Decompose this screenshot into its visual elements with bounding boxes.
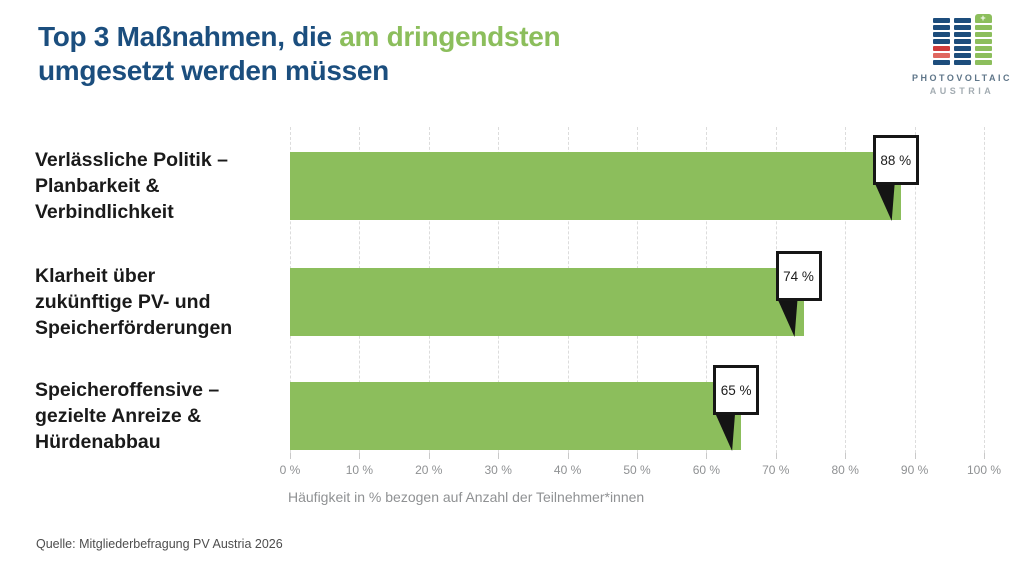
- category-label-line: Verbindlichkeit: [35, 201, 174, 223]
- logo-column-3: +: [974, 14, 992, 65]
- logo-stripe: [932, 39, 950, 44]
- gridline-80: [845, 127, 847, 453]
- logo-stripe: [974, 39, 992, 44]
- logo-stripe: [932, 60, 950, 65]
- tick-label-30: 30 %: [484, 463, 512, 477]
- tick-label-0: 0 %: [279, 463, 301, 477]
- logo-stripe: [974, 25, 992, 30]
- bar-3: [290, 382, 742, 450]
- bar-1: [290, 152, 901, 220]
- logo-stripe: [932, 25, 950, 30]
- category-label-1: Verlässliche Politik – Planbarkeit & Verbi…: [35, 147, 287, 225]
- title-highlight: am dringendsten: [339, 21, 561, 52]
- gridline-90: [914, 127, 916, 453]
- page-title: Top 3 Maßnahmen, die am dringendsten umge…: [38, 20, 758, 88]
- tick-label-10: 10 %: [345, 463, 374, 477]
- tick-mark-20: [428, 453, 430, 459]
- logo-column-1: [932, 18, 950, 65]
- logo-wordmark-photovoltaic: PHOTOVOLTAIC: [912, 73, 1013, 83]
- logo-stripe: [974, 32, 992, 37]
- tick-label-40: 40 %: [553, 463, 582, 477]
- tick-mark-90: [914, 453, 916, 459]
- tick-mark-10: [359, 453, 361, 459]
- title-part1: Top 3 Maßnahmen, die: [38, 21, 340, 52]
- logo-column-2: [953, 18, 971, 65]
- logo-stripe: [932, 53, 950, 58]
- tick-mark-70: [775, 453, 777, 459]
- tick-mark-30: [498, 453, 500, 459]
- gridline-100: [984, 127, 985, 453]
- value-callout: 65 %: [713, 365, 760, 415]
- category-labels: Verlässliche Politik – Planbarkeit & Verbi…: [35, 127, 287, 453]
- category-label-line: Speicheroffensive –: [35, 379, 220, 401]
- logo-wordmark-austria: AUSTRIA: [929, 86, 995, 96]
- category-label-line: Planbarkeit &: [35, 175, 160, 197]
- title-part2: umgesetzt werden müssen: [38, 55, 389, 86]
- logo-stripe: [932, 18, 950, 23]
- logo-stripe: [953, 25, 971, 30]
- tick-mark-50: [637, 453, 638, 459]
- tick-label-20: 20 %: [415, 463, 443, 477]
- value-callout: 88 %: [872, 135, 919, 185]
- category-label-2: Klarheit über zukünftige PV- und Speicherf…: [35, 263, 287, 341]
- category-label-line: Hürdenabbau: [35, 431, 161, 453]
- plot-area: 0 % 10 % 20 % 30 % 40 % 50 % 60 % 70 % 80 % 90 % 1…: [280, 127, 1001, 477]
- tick-mark-0: [290, 453, 291, 459]
- logo-stripe: [974, 46, 992, 51]
- pv-austria-bars-icon: +: [912, 14, 1012, 65]
- source-note: Quelle: Mitgliederbefragung PV Austria 2…: [36, 537, 283, 551]
- logo-stripe: [953, 60, 971, 65]
- tick-mark-100: [984, 453, 985, 459]
- category-label-line: Klarheit über: [35, 265, 156, 287]
- tick-label-50: 50 %: [623, 463, 651, 477]
- tick-label-100: 100 %: [966, 463, 1002, 477]
- logo-stripe: [953, 32, 971, 37]
- category-label-3: Speicheroffensive – gezielte Anreize & Hür…: [35, 377, 287, 455]
- logo-stripe: [953, 18, 971, 23]
- logo-stripe: [953, 53, 971, 58]
- tick-label-90: 90 %: [900, 463, 929, 477]
- category-label-line: Verlässliche Politik –: [35, 149, 228, 171]
- logo-stripe: [932, 32, 950, 37]
- logo-stripe: [932, 46, 950, 51]
- category-label-line: Speicherförderungen: [35, 317, 233, 339]
- tick-mark-60: [706, 453, 708, 459]
- bar-2: [290, 268, 804, 336]
- pv-austria-logo: + PHOTOVOLTAIC AUSTRIA: [912, 14, 1013, 97]
- logo-stripe: [974, 53, 992, 58]
- tick-label-80: 80 %: [831, 463, 859, 477]
- tick-mark-80: [845, 453, 847, 459]
- logo-stripe: [953, 46, 971, 51]
- tick-mark-40: [567, 453, 569, 459]
- x-axis-label: Häufigkeit in % bezogen auf Anzahl der T…: [288, 489, 645, 505]
- battery-plus-icon: +: [974, 14, 992, 23]
- tick-label-60: 60 %: [692, 463, 721, 477]
- category-label-line: gezielte Anreize &: [35, 405, 202, 427]
- tick-label-70: 70 %: [762, 463, 790, 477]
- logo-stripe: [974, 60, 992, 65]
- logo-stripe: [953, 39, 971, 44]
- category-label-line: zukünftige PV- und: [35, 291, 211, 313]
- value-callout: 74 %: [775, 251, 822, 301]
